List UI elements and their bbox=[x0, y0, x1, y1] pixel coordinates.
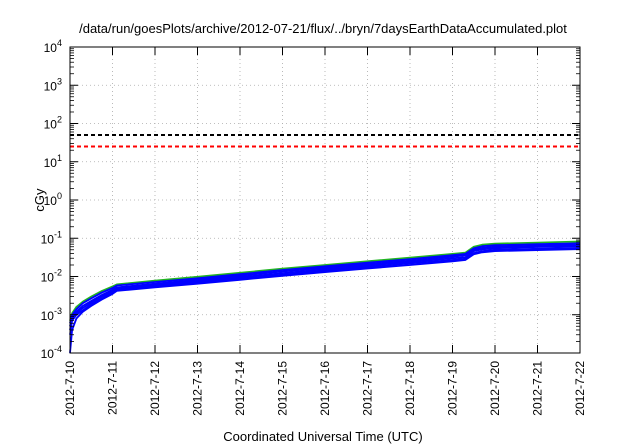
x-axis-title: Coordinated Universal Time (UTC) bbox=[223, 429, 422, 444]
y-tick-label: 10-1 bbox=[41, 229, 62, 246]
grid bbox=[70, 47, 580, 353]
x-tick-label: 2012-7-19 bbox=[446, 361, 460, 416]
x-tick-label: 2012-7-11 bbox=[106, 361, 120, 415]
x-tick-label: 2012-7-22 bbox=[573, 361, 587, 416]
x-tick-label: 2012-7-17 bbox=[361, 361, 375, 416]
series-group bbox=[69, 240, 581, 354]
series-line bbox=[69, 248, 581, 354]
x-tick-label: 2012-7-20 bbox=[488, 361, 502, 416]
series-line bbox=[69, 243, 581, 327]
x-tick-label: 2012-7-21 bbox=[531, 361, 545, 416]
series-line bbox=[69, 242, 581, 324]
threshold-lines bbox=[70, 134, 580, 148]
y-axis: 10-4 10-3 10-2 10-1 100 101 102 103 104 bbox=[41, 38, 580, 361]
y-tick-label: 10-4 bbox=[41, 344, 62, 361]
x-tick-label: 2012-7-18 bbox=[403, 361, 417, 416]
x-tick-label: 2012-7-12 bbox=[148, 361, 162, 416]
y-tick-label: 100 bbox=[44, 191, 62, 208]
y-tick-label: 101 bbox=[44, 153, 62, 170]
x-tick-label: 2012-7-10 bbox=[63, 361, 77, 416]
series-line bbox=[69, 240, 581, 321]
x-tick-label: 2012-7-16 bbox=[318, 361, 332, 416]
x-tick-label: 2012-7-14 bbox=[233, 361, 247, 416]
x-tick-label: 2012-7-13 bbox=[191, 361, 205, 416]
chart-title: /data/run/goesPlots/archive/2012-07-21/f… bbox=[79, 21, 567, 36]
y-tick-label: 10-3 bbox=[41, 306, 62, 323]
y-tick-label: 10-2 bbox=[41, 268, 62, 285]
series-line bbox=[69, 247, 581, 335]
y-tick-label: 102 bbox=[44, 115, 62, 132]
series-line bbox=[69, 245, 581, 331]
y-tick-label: 103 bbox=[44, 76, 62, 93]
y-axis-title: cGy bbox=[32, 188, 47, 212]
x-axis: 2012-7-10 2012-7-11 2012-7-12 2012-7-13 2012… bbox=[63, 47, 587, 416]
x-tick-label: 2012-7-15 bbox=[276, 361, 290, 416]
y-tick-label: 104 bbox=[44, 38, 62, 55]
